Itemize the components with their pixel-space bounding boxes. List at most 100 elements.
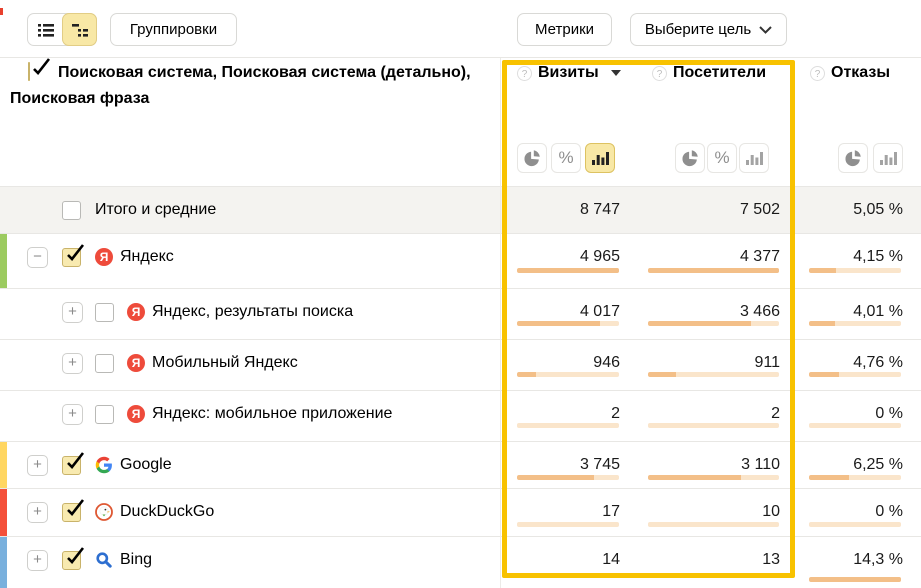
visits-share-bar-fill (517, 321, 600, 326)
bounce-share-bar-fill (809, 372, 840, 377)
visits-mode-bars-button[interactable] (585, 143, 615, 173)
visitors-value: 13 (762, 551, 780, 568)
visits-share-bar (517, 372, 619, 377)
visits-value: 14 (602, 551, 620, 568)
bounce-share-bar (809, 577, 901, 582)
column-header-visitors[interactable]: ? Посетители (652, 64, 766, 82)
visits-value: 17 (602, 503, 620, 520)
visits-mode-pie-button[interactable] (517, 143, 547, 173)
visits-share-bar (517, 321, 619, 326)
visitors-value: 2 (771, 405, 780, 422)
visits-mode-percent-button[interactable]: % (551, 143, 581, 173)
help-circle-icon[interactable]: ? (652, 65, 667, 81)
bounce-share-bar (809, 423, 901, 428)
expand-row-button[interactable]: + (27, 549, 48, 571)
expand-row-button[interactable]: + (62, 301, 83, 323)
row-checkbox[interactable] (62, 546, 85, 570)
google-icon (95, 456, 112, 474)
row-label: Мобильный Яндекс (152, 354, 298, 371)
yandex-icon: Я (127, 354, 145, 372)
visitors-mode-bars-button[interactable] (739, 143, 769, 173)
row-checkbox[interactable] (95, 353, 114, 373)
bounce-share-bar-fill (809, 577, 901, 582)
pie-chart-icon (524, 150, 540, 167)
visitors-mode-pie-button[interactable] (675, 143, 705, 173)
goal-select-button[interactable]: Выберите цель (630, 13, 787, 46)
checkmark-icon (67, 243, 85, 261)
table-row-duckduckgo: + DuckDuckGo 17 10 0 % (0, 488, 921, 536)
column-divider (500, 0, 501, 588)
visitors-share-bar (648, 475, 779, 480)
groupings-button[interactable]: Группировки (110, 13, 237, 46)
visitors-value: 10 (762, 503, 780, 520)
tree-list-icon (71, 23, 88, 37)
collapse-row-button[interactable]: − (27, 246, 48, 268)
row-label-line: Итого и средние (0, 196, 216, 224)
row-label: Google (120, 456, 172, 473)
goal-select-label: Выберите цель (644, 21, 752, 38)
visitors-share-bar (648, 268, 779, 273)
bar-chart-icon (879, 152, 897, 165)
visits-value: 4 017 (579, 303, 620, 320)
column-header-bounce[interactable]: ? Отказы (810, 64, 890, 82)
column-header-visits[interactable]: ? Визиты (517, 64, 621, 82)
view-toggle-tree[interactable] (62, 13, 97, 46)
visits-share-bar (517, 475, 619, 480)
yandex-icon: Я (127, 405, 145, 423)
expand-row-button[interactable]: + (27, 454, 48, 476)
table-row-yandex-serp: + Я Яндекс, результаты поиска 4 017 3 466 4,0… (0, 288, 921, 339)
row-checkbox[interactable] (62, 451, 85, 475)
dimensions-checkbox[interactable] (28, 58, 51, 81)
chevron-down-icon (759, 25, 772, 34)
bounce-value: 6,25 % (853, 456, 903, 473)
row-checkbox[interactable] (62, 243, 85, 267)
bounce-share-bar-fill (809, 268, 836, 273)
row-checkbox[interactable] (95, 302, 114, 322)
row-favicon (95, 551, 113, 569)
visitors-value: 3 466 (739, 303, 780, 320)
row-label: DuckDuckGo (120, 503, 215, 520)
row-favicon (95, 456, 113, 474)
table-row-google: + Google 3 745 3 110 6,25 % (0, 441, 921, 488)
visitors-value: 3 110 (741, 456, 780, 473)
row-checkbox[interactable] (62, 498, 85, 522)
groupings-button-label: Группировки (129, 21, 218, 38)
pie-chart-icon (845, 150, 861, 167)
row-color-strip (0, 442, 7, 488)
help-circle-icon[interactable]: ? (517, 65, 532, 81)
pie-chart-icon (682, 150, 698, 167)
row-label: Яндекс, результаты поиска (152, 303, 354, 320)
bounce-value: 5,05 % (853, 201, 903, 218)
visitors-value: 911 (754, 354, 780, 371)
row-checkbox[interactable] (62, 200, 81, 220)
row-label: Bing (120, 551, 153, 568)
expand-row-button[interactable]: + (62, 403, 83, 425)
expand-row-button[interactable]: + (62, 352, 83, 374)
bar-chart-icon (745, 152, 763, 165)
bounce-mode-pie-button[interactable] (838, 143, 868, 173)
table-row-totals: Итого и средние 8 747 7 502 5,05 % (0, 186, 921, 233)
bounce-mode-bars-button[interactable] (873, 143, 903, 173)
row-label: Итого и средние (95, 201, 217, 218)
row-label-line: + Я Яндекс: мобильное приложение (0, 400, 392, 428)
visitors-share-bar (648, 372, 779, 377)
help-circle-icon[interactable]: ? (810, 65, 825, 81)
metrics-button[interactable]: Метрики (517, 13, 612, 46)
duckduckgo-icon (95, 503, 113, 521)
row-label-line: + Я Яндекс, результаты поиска (0, 298, 353, 326)
visits-value: 8 747 (579, 201, 620, 218)
row-color-strip (0, 489, 7, 536)
toolbar: Группировки Метрики Выберите цель (0, 0, 921, 58)
visitors-mode-percent-button[interactable]: % (707, 143, 737, 173)
visitors-share-bar (648, 423, 779, 428)
row-checkbox[interactable] (95, 404, 114, 424)
visitors-share-bar (648, 321, 779, 326)
bounce-value: 14,3 % (853, 551, 903, 568)
row-label: Яндекс (120, 248, 174, 265)
bounce-value: 0 % (875, 503, 903, 520)
row-label-line: + Bing (0, 546, 152, 574)
expand-row-button[interactable]: + (27, 501, 48, 523)
flat-list-icon (37, 23, 54, 37)
view-toggle-flat[interactable] (28, 14, 63, 45)
